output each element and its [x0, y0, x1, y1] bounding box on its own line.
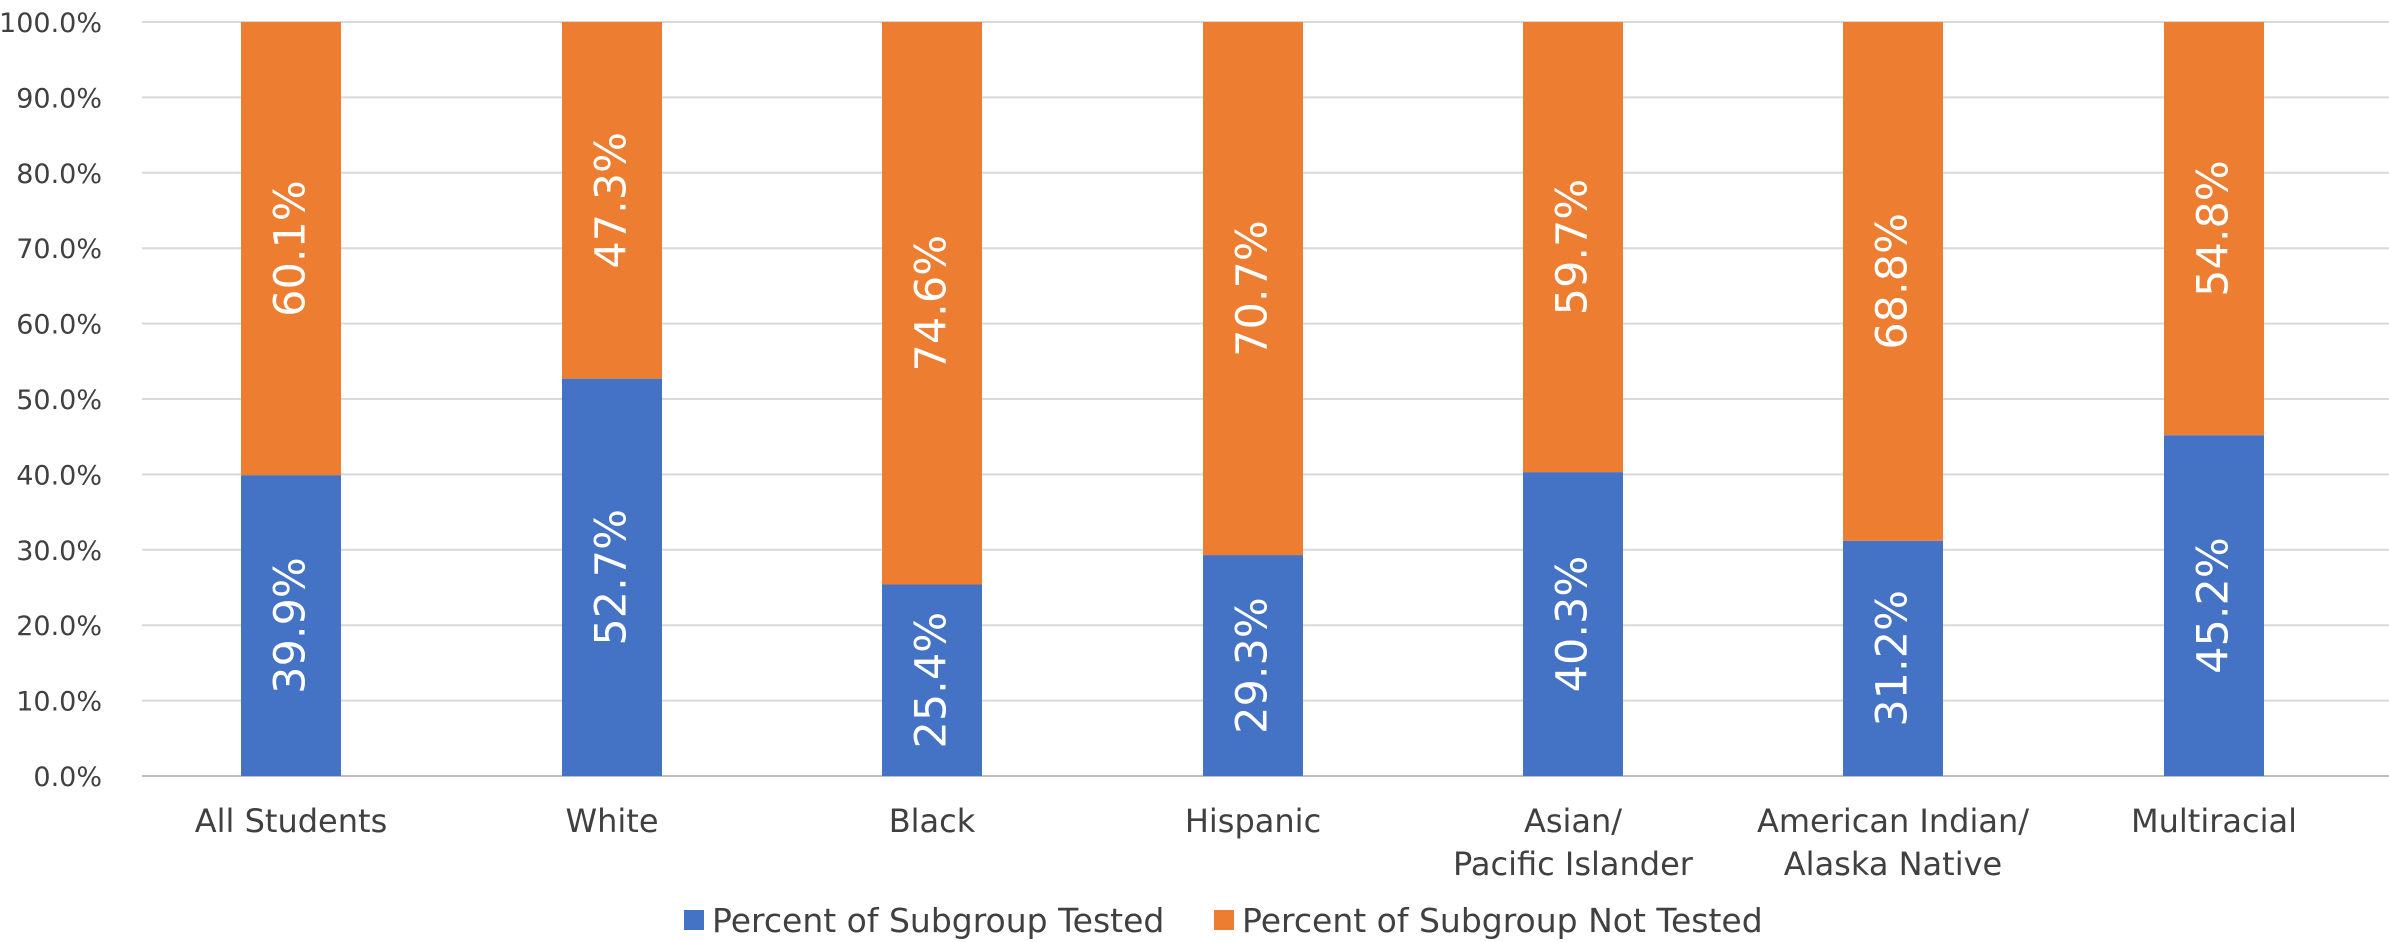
data-label: 74.6%: [907, 235, 957, 372]
x-category-label: Multiracial: [2131, 802, 2297, 840]
data-label: 31.2%: [1868, 590, 1918, 727]
data-label: 52.7%: [587, 509, 637, 646]
data-label: 59.7%: [1548, 179, 1598, 316]
bar-segment-not-tested: [562, 22, 662, 379]
bar-segment-tested: [1843, 540, 1943, 776]
bar-segment-tested: [2164, 435, 2264, 776]
bar-segment-not-tested: [882, 22, 982, 585]
x-category-label: Alaska Native: [1784, 845, 2002, 883]
data-label: 70.7%: [1228, 220, 1278, 357]
bar-segment-tested: [882, 584, 982, 776]
bar-segment-not-tested: [1843, 22, 1943, 541]
y-tick-label: 50.0%: [16, 385, 102, 416]
data-label: 39.9%: [266, 557, 316, 694]
x-category-label: American Indian/: [1757, 802, 2029, 840]
y-tick-label: 80.0%: [16, 159, 102, 190]
y-tick-label: 70.0%: [16, 234, 102, 265]
bars: 39.9% 60.1% 52.7% 47.3% 25.4% 74.6% 29.3% 70.7%…: [241, 22, 2264, 776]
x-category-label: All Students: [195, 802, 387, 840]
data-label: 40.3%: [1548, 556, 1598, 693]
x-category-label: Hispanic: [1185, 802, 1321, 840]
bar-segment-not-tested: [241, 22, 341, 476]
y-tick-label: 30.0%: [16, 536, 102, 567]
data-label: 60.1%: [266, 180, 316, 317]
data-label: 45.2%: [2189, 537, 2239, 674]
x-category-label: Asian/: [1524, 802, 1622, 840]
legend: Percent of Subgroup Tested Percent of Sub…: [684, 901, 1763, 940]
y-axis: 0.0% 10.0% 20.0% 30.0% 40.0% 50.0% 60.0% 70.0% 8…: [0, 8, 102, 793]
bar-segment-not-tested: [1203, 22, 1303, 556]
bar-segment-tested: [1523, 472, 1623, 776]
data-label: 25.4%: [907, 612, 957, 749]
x-axis-labels: All Students White Black Hispanic Asian/Paci…: [195, 802, 2297, 883]
bar-segment-tested: [562, 378, 662, 776]
data-label: 29.3%: [1228, 597, 1278, 734]
x-category-label: White: [565, 802, 658, 840]
x-category-label: Pacific Islander: [1453, 845, 1694, 883]
y-tick-label: 0.0%: [33, 762, 102, 793]
bar-segment-tested: [1203, 555, 1303, 776]
bar-segment-not-tested: [1523, 22, 1623, 473]
data-label: 68.8%: [1868, 213, 1918, 350]
bar-segment-tested: [241, 475, 341, 776]
y-tick-label: 90.0%: [16, 83, 102, 114]
data-label: 54.8%: [2189, 160, 2239, 297]
legend-swatch: [684, 910, 704, 930]
legend-label: Percent of Subgroup Not Tested: [1242, 901, 1763, 940]
bar-segment-not-tested: [2164, 22, 2264, 436]
y-tick-label: 20.0%: [16, 611, 102, 642]
legend-swatch: [1214, 910, 1234, 930]
y-tick-label: 100.0%: [0, 8, 102, 39]
y-tick-label: 60.0%: [16, 310, 102, 341]
legend-label: Percent of Subgroup Tested: [712, 901, 1164, 940]
data-label: 47.3%: [587, 132, 637, 269]
y-tick-label: 10.0%: [16, 687, 102, 718]
x-category-label: Black: [889, 802, 976, 840]
y-tick-label: 40.0%: [16, 460, 102, 491]
